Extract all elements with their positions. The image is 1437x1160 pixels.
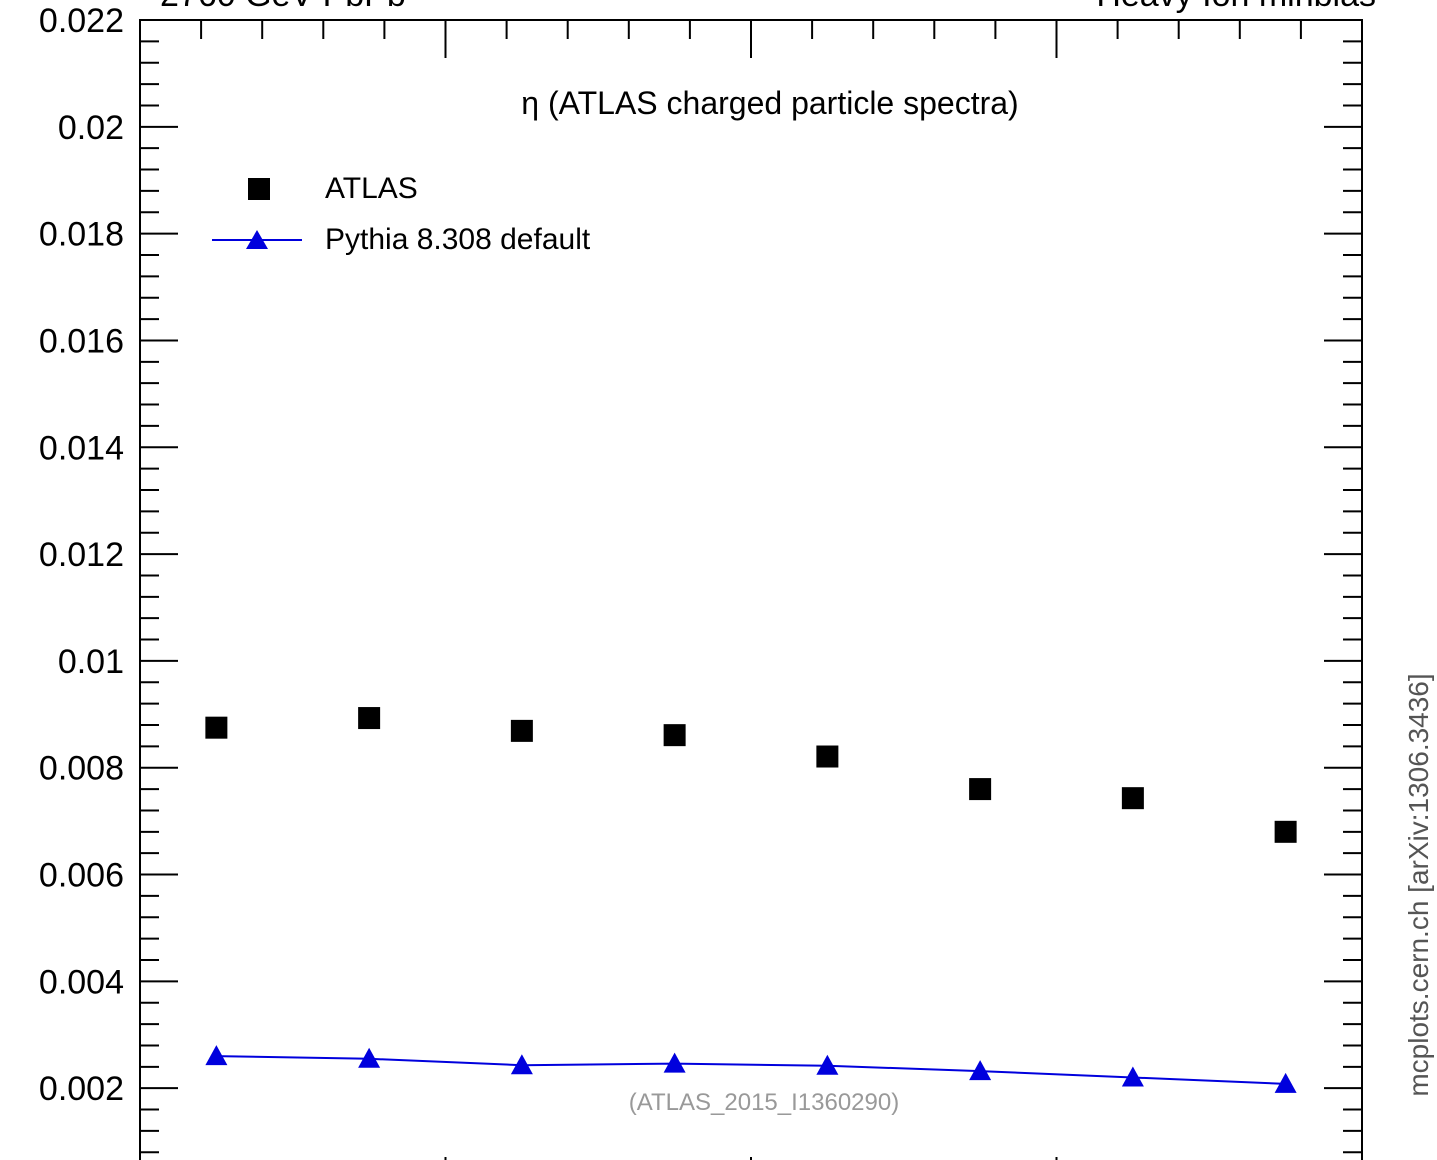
- data-point-atlas: [1121, 787, 1144, 810]
- data-point-atlas: [1274, 820, 1297, 843]
- data-point-atlas: [358, 707, 381, 730]
- chart-title: η (ATLAS charged particle spectra): [521, 85, 1018, 121]
- series-line: [216, 1055, 1286, 1085]
- y-tick-labels: 00.0020.0040.0060.0080.010.0120.0140.016…: [39, 2, 124, 1108]
- header-left-text: 2760 GeV PbPb: [160, 0, 406, 14]
- y-tick-label: 0.01: [58, 643, 124, 681]
- y-tick-label: 0.002: [39, 1070, 124, 1108]
- y-tick-label: 0.016: [39, 322, 124, 360]
- data-point-atlas: [663, 724, 686, 747]
- series-layer: [205, 707, 1297, 1093]
- data-point-atlas: [816, 745, 839, 768]
- y-tick-label: 0.012: [39, 536, 124, 574]
- legend-marker-atlas: [248, 178, 270, 200]
- data-point-atlas: [969, 778, 992, 801]
- plot-frame: [139, 19, 1363, 1160]
- data-point-pythia: [969, 1060, 992, 1081]
- data-point-pythia: [816, 1054, 839, 1075]
- y-tick-label: 0.008: [39, 750, 124, 788]
- y-tick-label: 0.018: [39, 216, 124, 254]
- data-point-atlas: [205, 716, 228, 739]
- data-point-atlas: [510, 719, 533, 742]
- y-tick-label: 0.004: [39, 963, 124, 1001]
- data-point-pythia: [205, 1045, 228, 1066]
- y-tick-label: 0.006: [39, 857, 124, 895]
- y-tick-label: 0.02: [58, 109, 124, 147]
- data-point-pythia: [1121, 1066, 1144, 1087]
- watermark-text: mcplots.cern.ch [arXiv:1306.3436]: [1403, 673, 1434, 1096]
- y-tick-label: 0.022: [39, 2, 124, 40]
- data-point-pythia: [358, 1047, 381, 1068]
- data-point-pythia: [1274, 1072, 1297, 1093]
- y-tick-label: 0.014: [39, 429, 124, 467]
- axis-ticks: [139, 19, 1363, 1160]
- header-right-text: Heavy Ion minbias: [1096, 0, 1376, 14]
- legend-label-atlas: ATLAS: [325, 172, 418, 205]
- legend-label-pythia: Pythia 8.308 default: [325, 223, 591, 256]
- data-point-pythia: [510, 1054, 533, 1075]
- analysis-id-label: (ATLAS_2015_I1360290): [629, 1089, 899, 1116]
- legend-marker-pythia: [246, 230, 268, 249]
- data-point-pythia: [663, 1052, 686, 1073]
